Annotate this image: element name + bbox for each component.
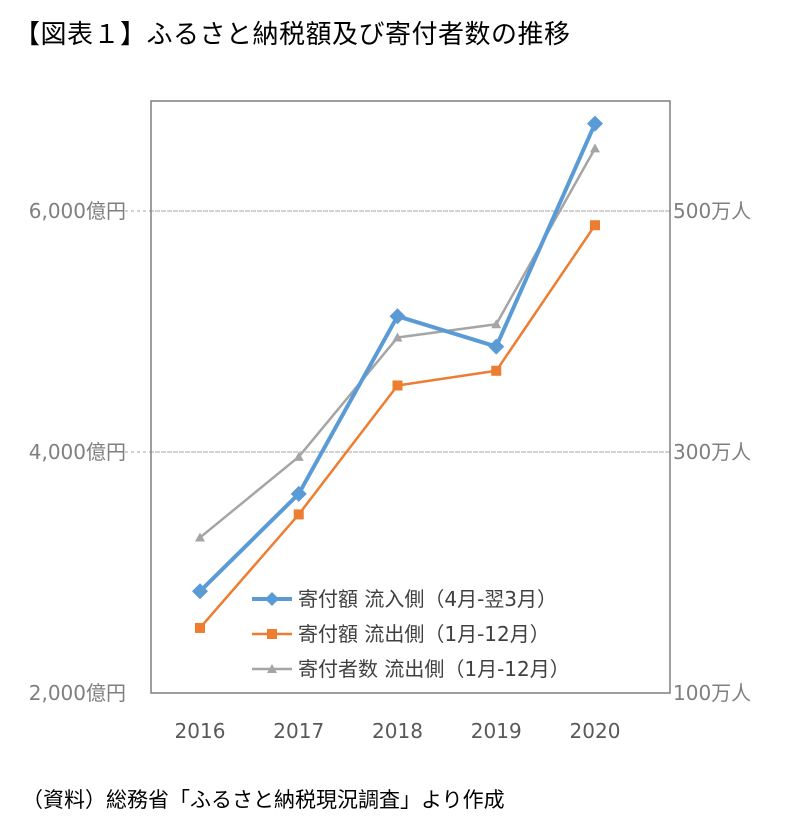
x-tick-label: 2018 [372,719,423,743]
legend-label: 寄付額 流出側（1月-12月） [298,622,550,646]
data-point-triangle [491,319,502,329]
legend-label: 寄付額 流入側（4月-翌3月） [298,587,557,611]
data-point-diamond [265,592,279,606]
data-point-square [267,629,277,639]
legend-label: 寄付者数 流出側（1月-12月） [298,657,570,681]
data-point-diamond [192,583,208,600]
data-point-diamond [488,338,505,355]
left-tick-label: 4,000億円 [29,440,126,464]
chart-title: 【図表１】ふるさと納税額及び寄付者数の推移 [14,20,571,50]
source-note: （資料）総務省「ふるさと納税現況調査」より作成 [22,788,505,812]
series-line [199,224,597,629]
x-axis-ticks: 2016 2017 2018 2019 2020 [175,719,621,743]
chart: 2,000億円 4,000億円 6,000億円 100万人 300万人 500万人 20… [29,100,751,743]
legend: 寄付額 流入側（4月-翌3月） 寄付額 流出側（1月-12月） 寄付者数 流出側（1… [252,587,570,681]
series-2 [195,143,600,542]
data-point-diamond [389,308,406,325]
gridlines [125,210,670,453]
series-1 [195,220,600,633]
data-point-triangle [267,664,277,673]
data-point-diamond [587,115,603,132]
data-point-square [392,380,403,391]
x-tick-label: 2020 [570,719,621,743]
right-tick-label: 300万人 [673,440,751,464]
data-point-diamond [290,485,307,502]
data-point-square [195,622,205,633]
x-tick-label: 2019 [471,719,522,743]
data-point-square [491,365,502,376]
data-point-square [590,220,600,231]
left-axis-ticks: 2,000億円 4,000億円 6,000億円 [29,199,126,705]
right-tick-label: 100万人 [673,681,751,705]
left-tick-label: 2,000億円 [29,681,126,705]
right-tick-label: 500万人 [673,199,751,223]
data-point-triangle [293,451,304,461]
data-point-triangle [590,143,600,153]
x-tick-label: 2016 [175,719,226,743]
series-layer [192,115,603,633]
left-tick-label: 6,000億円 [29,199,126,223]
plot-area-frame [150,100,671,694]
series-line [199,147,597,539]
right-axis-ticks: 100万人 300万人 500万人 [673,199,751,705]
series-0 [192,115,603,600]
data-point-triangle [392,332,403,342]
data-point-triangle [195,532,205,542]
data-point-square [293,509,304,520]
series-line [198,122,597,593]
x-tick-label: 2017 [273,719,324,743]
